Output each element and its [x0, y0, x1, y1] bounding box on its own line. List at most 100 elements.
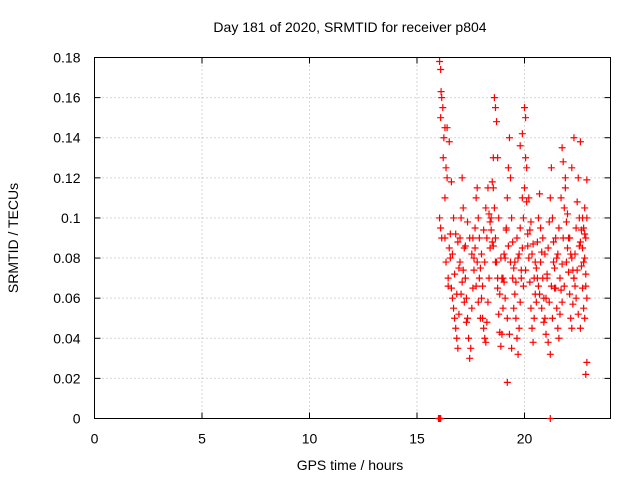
data-point	[437, 66, 445, 74]
data-point	[527, 218, 535, 226]
data-point	[516, 142, 524, 150]
data-point	[497, 342, 505, 350]
data-point	[583, 176, 591, 184]
data-point	[562, 218, 570, 226]
data-point	[455, 264, 463, 272]
data-point	[436, 214, 444, 222]
data-point	[479, 282, 487, 290]
data-point	[580, 258, 588, 266]
data-point	[545, 218, 553, 226]
data-point	[472, 282, 480, 290]
data-point	[473, 184, 481, 192]
data-point	[576, 324, 584, 332]
data-point	[547, 164, 555, 172]
data-point	[453, 334, 461, 342]
data-point	[581, 254, 589, 262]
x-tick-label: 20	[517, 431, 533, 447]
data-point	[481, 258, 489, 266]
data-point	[490, 94, 498, 102]
data-point	[541, 250, 549, 258]
data-point	[437, 415, 445, 422]
data-point	[487, 214, 495, 222]
data-point	[574, 174, 582, 182]
data-point	[482, 338, 490, 346]
data-point	[553, 304, 561, 312]
data-point	[542, 330, 550, 338]
data-point	[500, 278, 508, 286]
data-point	[560, 282, 568, 290]
data-point	[568, 324, 576, 332]
data-point	[496, 290, 504, 298]
data-point	[441, 234, 449, 242]
data-point	[523, 198, 531, 206]
data-point	[513, 334, 521, 342]
data-point	[471, 224, 479, 232]
data-point	[567, 314, 575, 322]
data-point	[509, 274, 517, 282]
data-point	[468, 250, 476, 258]
data-point	[526, 278, 534, 286]
y-tick-label: 0.1	[61, 210, 81, 226]
data-point	[517, 274, 525, 282]
data-point	[464, 218, 472, 226]
data-point	[500, 250, 508, 258]
data-point	[547, 282, 555, 290]
data-point	[466, 354, 474, 362]
data-point	[474, 214, 482, 222]
data-point	[490, 204, 498, 212]
data-point	[519, 214, 527, 222]
data-point	[443, 174, 451, 182]
data-point	[436, 58, 444, 66]
data-point	[510, 304, 518, 312]
data-point	[527, 304, 535, 312]
data-point	[558, 298, 566, 306]
data-point	[569, 300, 577, 308]
data-point	[524, 242, 532, 250]
data-point	[472, 194, 480, 202]
data-point	[499, 304, 507, 312]
data-point	[518, 244, 526, 252]
data-point	[534, 282, 542, 290]
data-point	[498, 274, 506, 282]
data-point	[564, 244, 571, 252]
data-point	[556, 310, 564, 318]
data-point	[555, 334, 563, 342]
data-point	[553, 254, 561, 262]
data-point	[458, 278, 466, 286]
y-tick-label: 0.16	[53, 90, 80, 106]
data-point	[544, 338, 552, 346]
data-point	[442, 258, 450, 266]
data-point	[573, 266, 581, 274]
data-point	[568, 254, 576, 262]
axis-ticks: 0 0.02 0.04 0.06 0.08 0.1 0.12 0.14 0.16 0.18 0 5 10…	[53, 50, 611, 447]
data-point	[491, 234, 499, 242]
data-point	[511, 290, 519, 298]
data-point	[466, 234, 474, 242]
data-point	[570, 134, 578, 142]
data-points	[435, 58, 591, 422]
data-point	[495, 310, 503, 318]
data-point	[485, 274, 493, 282]
data-point	[455, 310, 463, 318]
data-point	[576, 138, 584, 146]
data-point	[497, 254, 505, 262]
data-point	[446, 230, 454, 238]
data-point	[581, 314, 589, 322]
data-point	[550, 238, 558, 246]
data-point	[537, 258, 545, 266]
data-point	[576, 238, 584, 246]
x-tick-label: 15	[409, 431, 425, 447]
data-point	[582, 370, 590, 378]
data-point	[558, 144, 566, 152]
data-point	[481, 334, 489, 342]
data-point	[538, 304, 546, 312]
data-point	[533, 238, 541, 246]
data-point	[465, 334, 473, 342]
chart-title: Day 181 of 2020, SRMTID for receiver p80…	[213, 19, 486, 35]
data-point	[461, 274, 469, 282]
data-point	[508, 214, 516, 222]
data-point	[445, 244, 453, 252]
data-point	[567, 250, 575, 258]
data-point	[515, 324, 523, 332]
data-point	[446, 254, 454, 262]
